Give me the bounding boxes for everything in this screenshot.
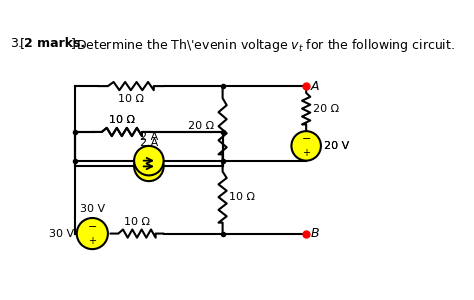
Text: 30 V: 30 V	[80, 204, 105, 214]
Text: A: A	[311, 80, 319, 93]
Text: +: +	[88, 236, 96, 246]
Circle shape	[77, 218, 108, 249]
Text: 10 Ω: 10 Ω	[118, 94, 144, 104]
Text: ]: ]	[71, 37, 76, 50]
Text: 20 Ω: 20 Ω	[313, 103, 339, 114]
Circle shape	[134, 146, 164, 175]
Text: 3.: 3.	[9, 37, 21, 50]
Text: +: +	[302, 148, 310, 158]
Circle shape	[292, 131, 321, 161]
Text: B: B	[311, 227, 319, 240]
Text: 10 Ω: 10 Ω	[229, 192, 255, 202]
Text: 20 V: 20 V	[324, 141, 349, 151]
Circle shape	[134, 152, 164, 181]
Text: 2 A: 2 A	[140, 132, 158, 142]
Text: 20 V: 20 V	[324, 141, 349, 151]
Text: 2 A: 2 A	[140, 137, 158, 148]
Text: 2 marks.: 2 marks.	[24, 37, 85, 50]
Text: −: −	[88, 222, 97, 232]
Text: 10 Ω: 10 Ω	[109, 116, 135, 125]
Text: 30 V: 30 V	[49, 229, 74, 238]
Text: 10 Ω: 10 Ω	[124, 217, 150, 227]
Text: −: −	[301, 134, 311, 144]
Text: [: [	[19, 37, 25, 50]
Text: 10 Ω: 10 Ω	[109, 116, 135, 125]
Text: Determine the Th\'evenin voltage $v_t$ for the following circuit.: Determine the Th\'evenin voltage $v_t$ f…	[76, 37, 455, 54]
Text: 20 Ω: 20 Ω	[188, 121, 214, 131]
